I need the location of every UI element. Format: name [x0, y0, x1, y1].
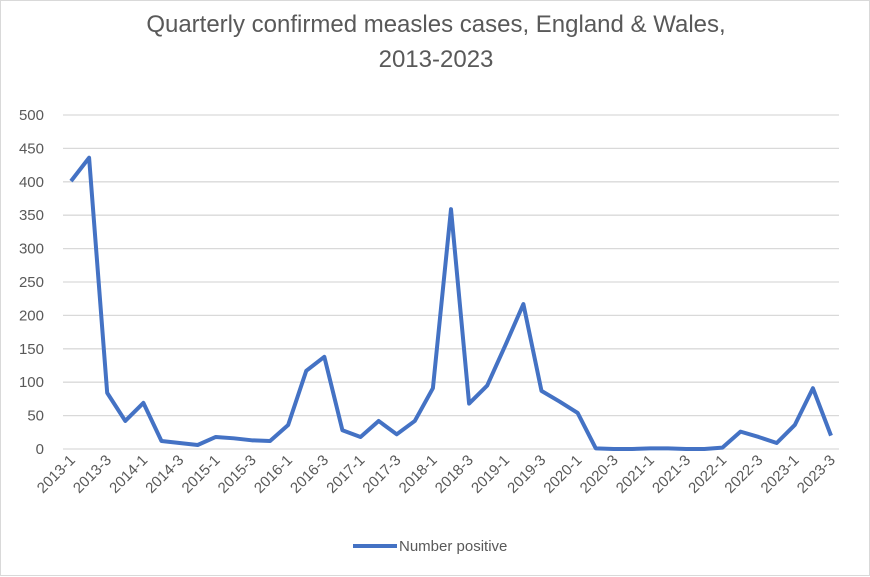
x-tick-label: 2021-1 — [613, 452, 658, 497]
x-tick-label: 2013-1 — [34, 452, 79, 497]
x-tick-label: 2018-3 — [432, 452, 477, 497]
series-line-number-positive — [71, 158, 831, 449]
x-tick-label: 2016-1 — [251, 452, 296, 497]
x-tick-label: 2022-3 — [721, 452, 766, 497]
x-tick-label: 2022-1 — [685, 452, 730, 497]
y-tick-label: 50 — [27, 408, 44, 425]
x-tick-label: 2014-3 — [142, 452, 187, 497]
x-tick-label: 2020-3 — [577, 452, 622, 497]
y-tick-label: 200 — [19, 307, 44, 324]
x-tick-label: 2015-1 — [179, 452, 224, 497]
y-tick-label: 450 — [19, 140, 44, 157]
x-tick-label: 2014-1 — [106, 452, 151, 497]
y-tick-label: 350 — [19, 207, 44, 224]
legend-label: Number positive — [399, 538, 507, 555]
x-tick-label: 2019-3 — [504, 452, 549, 497]
y-tick-label: 500 — [19, 107, 44, 124]
x-tick-label: 2019-1 — [468, 452, 513, 497]
x-tick-label: 2023-1 — [758, 452, 803, 497]
x-tick-label: 2023-3 — [794, 452, 839, 497]
x-tick-label: 2021-3 — [649, 452, 694, 497]
y-tick-label: 250 — [19, 274, 44, 291]
x-tick-label: 2013-3 — [70, 452, 115, 497]
x-tick-label: 2017-3 — [359, 452, 404, 497]
x-tick-label: 2015-3 — [215, 452, 260, 497]
y-tick-label: 300 — [19, 241, 44, 258]
x-tick-label: 2017-1 — [323, 452, 368, 497]
y-tick-label: 150 — [19, 341, 44, 358]
y-tick-label: 400 — [19, 174, 44, 191]
x-tick-label: 2016-3 — [287, 452, 332, 497]
y-tick-label: 0 — [36, 441, 44, 458]
y-tick-label: 100 — [19, 374, 44, 391]
x-tick-label: 2018-1 — [396, 452, 441, 497]
x-tick-label: 2020-1 — [540, 452, 585, 497]
